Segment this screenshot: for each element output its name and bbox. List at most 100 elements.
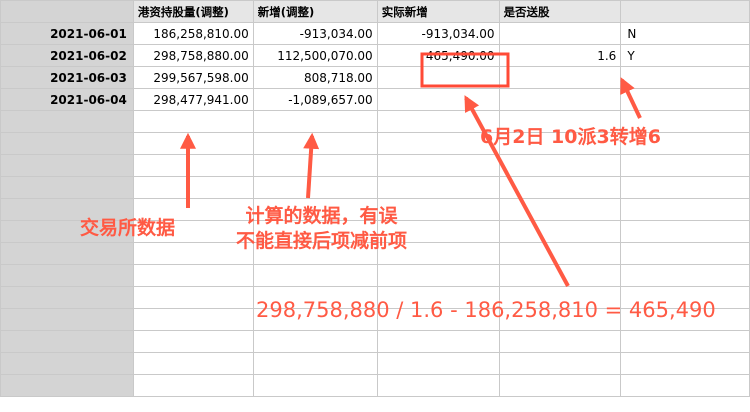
column-header-holding[interactable]: 港资持股量(调整) xyxy=(132,0,254,23)
cell-ratio[interactable] xyxy=(498,88,622,111)
cell-actual[interactable] xyxy=(376,88,500,111)
empty-cell[interactable] xyxy=(498,220,622,243)
empty-cell[interactable] xyxy=(620,220,750,243)
row-header-date[interactable]: 2021-06-02 xyxy=(0,44,134,67)
table-row: 2021-06-01 186,258,810.00 -913,034.00 -9… xyxy=(0,22,750,45)
cell-ratio[interactable] xyxy=(498,66,622,89)
empty-cell[interactable] xyxy=(498,176,622,199)
empty-cell[interactable] xyxy=(132,132,254,155)
empty-cell[interactable] xyxy=(498,352,622,375)
empty-cell[interactable] xyxy=(620,374,750,397)
cell-added[interactable]: 112,500,070.00 xyxy=(252,44,378,67)
cell-added[interactable]: -1,089,657.00 xyxy=(252,88,378,111)
row-header-empty[interactable] xyxy=(0,330,134,353)
row-header-date[interactable]: 2021-06-03 xyxy=(0,66,134,89)
empty-cell[interactable] xyxy=(498,374,622,397)
row-header-empty[interactable] xyxy=(0,374,134,397)
empty-cell[interactable] xyxy=(620,198,750,221)
empty-cell[interactable] xyxy=(498,264,622,287)
row-header-empty[interactable] xyxy=(0,132,134,155)
empty-cell[interactable] xyxy=(620,352,750,375)
row-header-empty[interactable] xyxy=(0,308,134,331)
empty-cell[interactable] xyxy=(252,176,378,199)
annotation-calc-error: 计算的数据，有误 不能直接后项减前项 xyxy=(236,204,407,254)
empty-cell[interactable] xyxy=(132,352,254,375)
annotation-exchange-data: 交易所数据 xyxy=(80,217,176,239)
empty-row xyxy=(0,330,750,353)
annotation-calc-line2: 不能直接后项减前项 xyxy=(236,230,408,252)
empty-cell[interactable] xyxy=(376,154,500,177)
empty-cell[interactable] xyxy=(252,132,378,155)
row-header-empty[interactable] xyxy=(0,198,134,221)
empty-cell[interactable] xyxy=(132,308,254,331)
row-header-empty[interactable] xyxy=(0,220,134,243)
empty-cell[interactable] xyxy=(498,242,622,265)
empty-cell[interactable] xyxy=(132,264,254,287)
cell-bonus-flag[interactable]: N xyxy=(620,22,750,45)
row-header-empty[interactable] xyxy=(0,352,134,375)
empty-row xyxy=(0,154,750,177)
row-header-empty[interactable] xyxy=(0,110,134,133)
cell-holding[interactable]: 298,477,941.00 xyxy=(132,88,254,111)
corner-cell[interactable] xyxy=(0,0,134,23)
cell-ratio[interactable] xyxy=(498,22,622,45)
empty-row xyxy=(0,352,750,375)
row-header-date[interactable]: 2021-06-01 xyxy=(0,22,134,45)
table-row: 2021-06-02 298,758,880.00 112,500,070.00… xyxy=(0,44,750,67)
empty-row xyxy=(0,374,750,397)
empty-cell[interactable] xyxy=(252,154,378,177)
row-header-empty[interactable] xyxy=(0,242,134,265)
empty-cell[interactable] xyxy=(252,110,378,133)
empty-cell[interactable] xyxy=(252,330,378,353)
cell-bonus-flag[interactable] xyxy=(620,66,750,89)
table-row: 2021-06-03 299,567,598.00 808,718.00 xyxy=(0,66,750,89)
annotation-formula: 298,758,880 / 1.6 - 186,258,810 = 465,49… xyxy=(256,298,716,322)
empty-cell[interactable] xyxy=(620,242,750,265)
cell-added[interactable]: -913,034.00 xyxy=(252,22,378,45)
column-header-added[interactable]: 新增(调整) xyxy=(252,0,378,23)
empty-cell[interactable] xyxy=(252,374,378,397)
column-header-bonus[interactable]: 是否送股 xyxy=(498,0,622,23)
empty-cell[interactable] xyxy=(132,176,254,199)
cell-holding[interactable]: 186,258,810.00 xyxy=(132,22,254,45)
empty-cell[interactable] xyxy=(252,352,378,375)
empty-cell[interactable] xyxy=(498,330,622,353)
empty-cell[interactable] xyxy=(132,374,254,397)
empty-cell[interactable] xyxy=(376,330,500,353)
empty-cell[interactable] xyxy=(376,176,500,199)
empty-cell[interactable] xyxy=(620,176,750,199)
row-header-empty[interactable] xyxy=(0,154,134,177)
empty-cell[interactable] xyxy=(498,154,622,177)
cell-bonus-flag[interactable]: Y xyxy=(620,44,750,67)
column-header-empty[interactable] xyxy=(620,0,750,23)
empty-cell[interactable] xyxy=(498,198,622,221)
cell-actual-highlighted[interactable]: 465,490.00 xyxy=(376,44,500,67)
cell-holding[interactable]: 299,567,598.00 xyxy=(132,66,254,89)
empty-cell[interactable] xyxy=(376,374,500,397)
cell-added[interactable]: 808,718.00 xyxy=(252,66,378,89)
cell-bonus-flag[interactable] xyxy=(620,88,750,111)
empty-row xyxy=(0,264,750,287)
empty-cell[interactable] xyxy=(620,330,750,353)
data-grid: 港资持股量(调整) 新增(调整) 实际新增 是否送股 2021-06-01 18… xyxy=(0,0,750,397)
row-header-empty[interactable] xyxy=(0,286,134,309)
column-header-actual[interactable]: 实际新增 xyxy=(376,0,500,23)
empty-cell[interactable] xyxy=(132,110,254,133)
row-header-empty[interactable] xyxy=(0,264,134,287)
row-header-date[interactable]: 2021-06-04 xyxy=(0,88,134,111)
cell-actual[interactable] xyxy=(376,66,500,89)
cell-actual[interactable]: -913,034.00 xyxy=(376,22,500,45)
empty-cell[interactable] xyxy=(376,264,500,287)
cell-holding[interactable]: 298,758,880.00 xyxy=(132,44,254,67)
header-row: 港资持股量(调整) 新增(调整) 实际新增 是否送股 xyxy=(0,0,750,23)
empty-cell[interactable] xyxy=(132,330,254,353)
empty-cell[interactable] xyxy=(252,264,378,287)
row-header-empty[interactable] xyxy=(0,176,134,199)
empty-cell[interactable] xyxy=(620,264,750,287)
empty-cell[interactable] xyxy=(376,352,500,375)
empty-cell[interactable] xyxy=(620,154,750,177)
empty-cell[interactable] xyxy=(132,286,254,309)
empty-cell[interactable] xyxy=(132,154,254,177)
cell-ratio[interactable]: 1.6 xyxy=(498,44,622,67)
